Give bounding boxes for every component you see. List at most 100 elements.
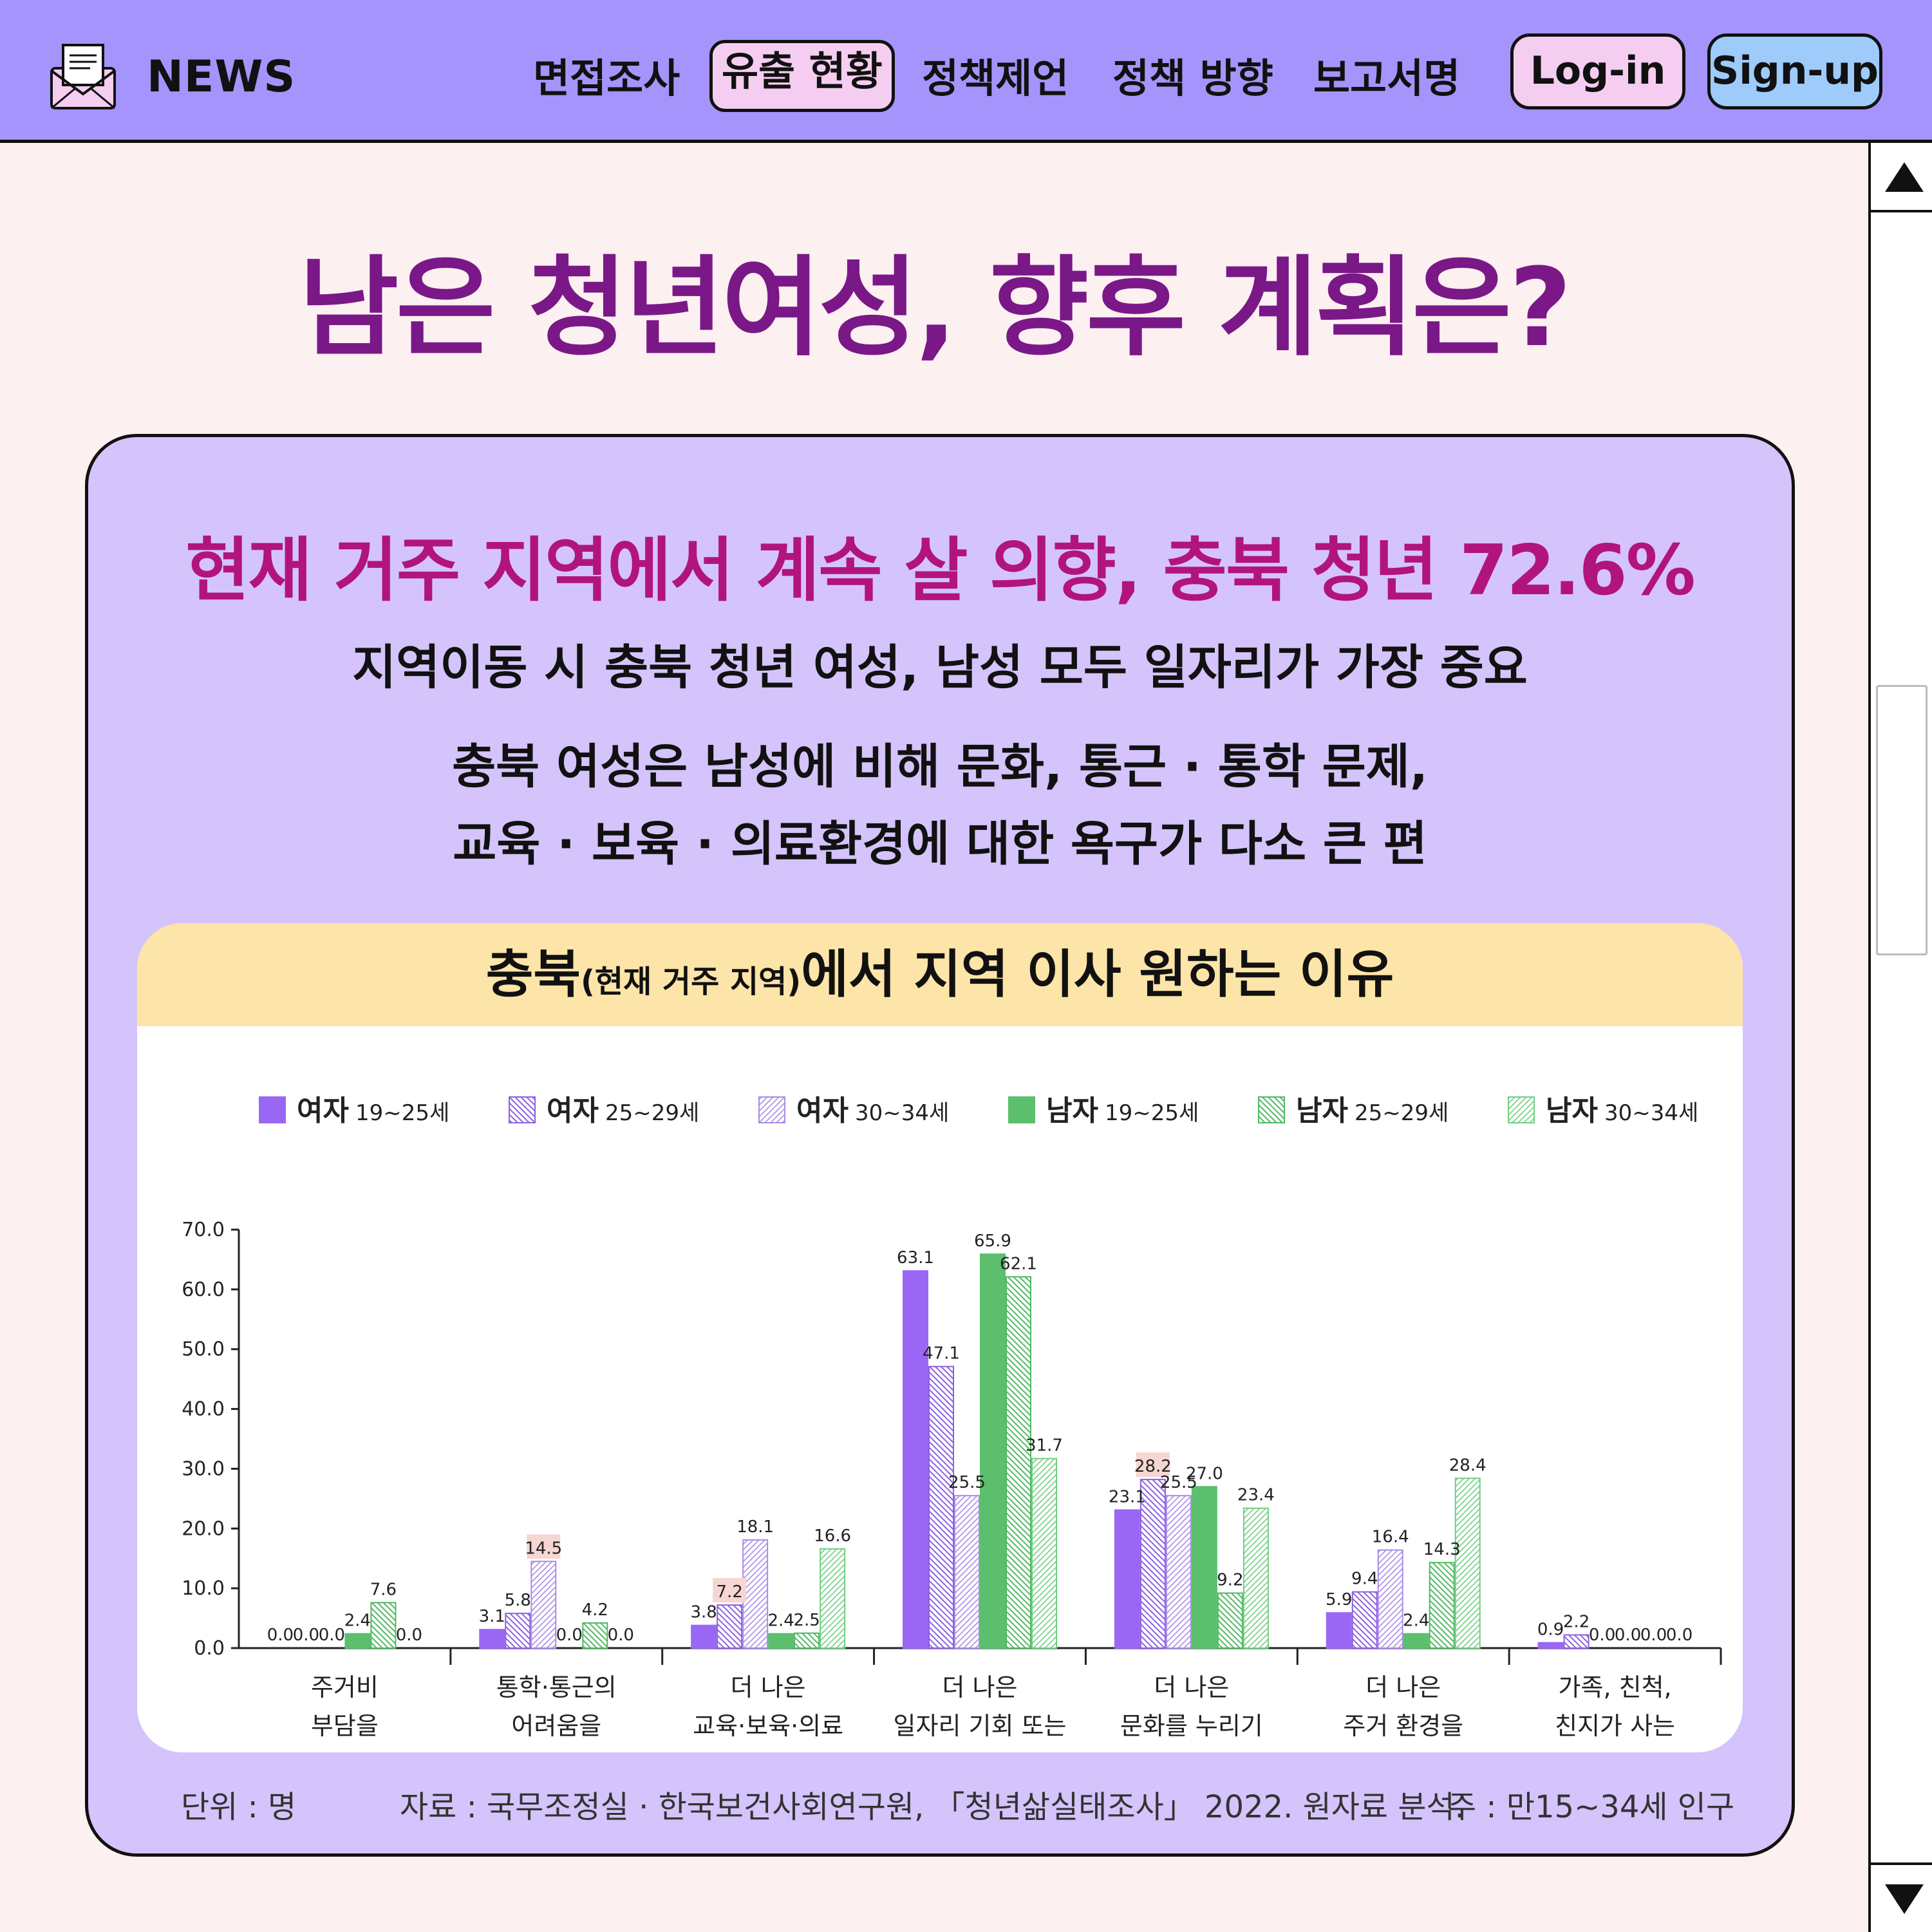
chart-category-labels: 주거비부담을줄이기 위해서 통학·통근의어려움을해결하기 위해서 더 나은교육·보육… (274, 1673, 1676, 1752)
data-label: 0.0 (319, 1626, 345, 1645)
legend-label-age: 19~25세 (355, 1100, 449, 1126)
category-label: 위해서 (1369, 1750, 1437, 1752)
nav-outflow-status[interactable]: 유출 현황 (709, 40, 895, 112)
legend-label-age: 25~29세 (1355, 1100, 1449, 1126)
vertical-scrollbar[interactable] (1868, 143, 1932, 1932)
bar (1031, 1458, 1057, 1649)
nav-policy-proposal[interactable]: 정책제언 (922, 55, 1069, 102)
bar (1140, 1479, 1166, 1649)
data-label: 2.4 (767, 1611, 794, 1631)
chart-bars (344, 1253, 1590, 1649)
category-label: 더 나은 (943, 1673, 1018, 1702)
legend-swatch (1508, 1096, 1535, 1123)
login-button[interactable]: Log-in (1510, 33, 1685, 109)
category-label: 줄이기 위해서 (274, 1750, 417, 1752)
bar (717, 1604, 743, 1649)
chart-legend: 여자 19~25세 여자 25~29세 여자 30~34세 남자 19~25세 남자 25~29세… (259, 1094, 1698, 1127)
legend-swatch (1258, 1096, 1285, 1123)
bar (582, 1622, 608, 1649)
legend-label-age: 30~34세 (855, 1100, 949, 1126)
bar (1191, 1486, 1217, 1649)
scroll-thumb[interactable] (1876, 685, 1927, 955)
category-label: 문화를 누리기 (1120, 1712, 1263, 1740)
bar (794, 1632, 820, 1649)
data-label: 0.0 (1589, 1626, 1615, 1645)
footer-note: 주 : 만15~34세 인구 (1448, 1789, 1735, 1825)
bar (742, 1539, 769, 1649)
legend-label: 여자 30~34세 (796, 1094, 949, 1127)
data-label: 31.7 (1026, 1436, 1063, 1456)
data-label: 0.0 (396, 1626, 422, 1645)
page-title: 남은 청년여성, 향후 계획은? (299, 245, 1572, 371)
chart-title-small: (현재 거주 지역) (580, 964, 802, 1000)
bar (1351, 1591, 1378, 1649)
data-label: 0.0 (556, 1626, 583, 1645)
category-label: 해결하기 위해서 (474, 1750, 639, 1752)
bar (1114, 1509, 1140, 1649)
legend-label-age: 25~29세 (605, 1100, 699, 1126)
legend-item: 여자 30~34세 (758, 1094, 949, 1127)
data-label: 7.6 (370, 1580, 397, 1599)
data-label: 4.2 (582, 1600, 608, 1620)
data-label: 18.1 (736, 1517, 774, 1537)
y-tick-label: 60.0 (182, 1279, 225, 1301)
data-label: 28.2 (1134, 1457, 1172, 1476)
bar (344, 1633, 371, 1649)
bar (1537, 1642, 1564, 1649)
legend-label: 남자 19~25세 (1046, 1094, 1199, 1127)
data-label: 0.0 (1640, 1626, 1667, 1645)
bar (1243, 1507, 1269, 1649)
data-label: 9.4 (1351, 1570, 1378, 1589)
bar (1326, 1612, 1352, 1649)
legend-label-age: 30~34세 (1604, 1100, 1698, 1126)
category-label: 어려움을 (511, 1712, 601, 1740)
subtitle-line-3: 교육 · 보육 · 의료환경에 대한 욕구가 다소 큰 편 (453, 816, 1427, 872)
data-label: 2.4 (344, 1611, 371, 1631)
data-label: 5.9 (1326, 1590, 1352, 1609)
bar (1403, 1633, 1429, 1649)
bar (1377, 1549, 1403, 1649)
legend-label-name: 남자 (1296, 1094, 1348, 1127)
data-label: 7.2 (716, 1582, 742, 1602)
bar (530, 1561, 557, 1649)
data-label: 16.4 (1372, 1528, 1409, 1547)
data-label: 25.5 (948, 1473, 986, 1492)
data-label: 5.8 (505, 1591, 531, 1610)
chart-title: 충북(현재 거주 지역)에서 지역 이사 원하는 이유 (137, 923, 1743, 1026)
data-label: 0.0 (1666, 1626, 1693, 1645)
legend-item: 남자 19~25세 (1008, 1094, 1199, 1127)
bar (479, 1629, 505, 1649)
data-label: 2.4 (1403, 1611, 1429, 1631)
y-tick-label: 30.0 (182, 1458, 225, 1480)
y-tick-label: 0.0 (194, 1637, 225, 1660)
data-label: 0.9 (1537, 1620, 1564, 1640)
y-tick-label: 70.0 (182, 1219, 225, 1241)
data-label: 3.8 (690, 1603, 717, 1622)
data-label-highlight (713, 1578, 747, 1603)
data-label: 2.2 (1563, 1613, 1590, 1632)
legend-swatch (259, 1096, 286, 1123)
y-tick-label: 50.0 (182, 1338, 225, 1361)
data-label: 23.4 (1237, 1486, 1275, 1505)
signup-button[interactable]: Sign-up (1707, 33, 1882, 109)
bar (928, 1365, 954, 1649)
scroll-down-button[interactable] (1871, 1862, 1932, 1932)
legend-label: 남자 30~34세 (1546, 1094, 1698, 1127)
scroll-up-button[interactable] (1871, 143, 1932, 212)
category-label: 주거 환경을 (1343, 1712, 1463, 1740)
legend-item: 남자 30~34세 (1508, 1094, 1698, 1127)
legend-item: 여자 19~25세 (259, 1094, 449, 1127)
category-label: 주거비 (311, 1673, 379, 1702)
legend-label-name: 여자 (297, 1094, 349, 1127)
nav-policy-direction[interactable]: 정책 방향 (1112, 55, 1273, 102)
nav-report[interactable]: 보고서명 (1313, 55, 1461, 102)
brand-name[interactable]: NEWS (147, 52, 296, 102)
footer-source: 자료 : 국무조정실 · 한국보건사회연구원, 「청년삶실태조사」 2022. … (400, 1789, 1465, 1825)
data-label-highlight (527, 1534, 561, 1559)
y-tick-label: 40.0 (182, 1398, 225, 1421)
bar-chart: 여자 19~25세 여자 25~29세 여자 30~34세 남자 19~25세 남자 25~29세… (182, 1094, 1722, 1752)
nav-interview[interactable]: 면접조사 (533, 55, 680, 102)
bar (820, 1548, 846, 1649)
legend-swatch (509, 1096, 536, 1123)
legend-label: 남자 25~29세 (1296, 1094, 1449, 1127)
